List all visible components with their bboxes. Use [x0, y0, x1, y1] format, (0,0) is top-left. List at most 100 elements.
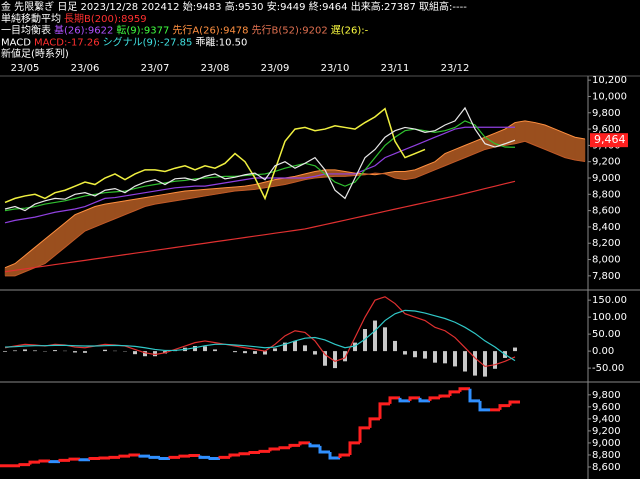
- histogram-bar: [203, 346, 207, 352]
- histogram-bar: [313, 351, 317, 355]
- cloud: [534, 122, 546, 150]
- cloud: [554, 128, 566, 158]
- histogram-bar: [143, 351, 147, 357]
- histogram-bar: [83, 351, 87, 353]
- step: [378, 402, 390, 419]
- header-text: 転(9):9377: [116, 25, 169, 37]
- histogram-bar: [363, 329, 367, 352]
- step: [148, 455, 160, 459]
- step: [358, 426, 370, 443]
- histogram-bar: [333, 351, 337, 369]
- series-line: [4, 126, 515, 224]
- histogram-bar: [473, 351, 477, 376]
- histogram-bar: [3, 351, 7, 352]
- histogram-bar: [483, 351, 487, 377]
- header-line: 金 先限繋ぎ 日足 2023/12/28 202412 始:9483 高:953…: [1, 0, 467, 13]
- step: [58, 458, 70, 462]
- series-line: [4, 107, 426, 204]
- histogram-bar: [413, 351, 417, 358]
- cloud: [574, 136, 586, 162]
- header-text: 先行B(52):9202: [252, 24, 328, 37]
- step: [18, 463, 30, 467]
- step: [498, 404, 510, 410]
- histogram-bar: [263, 351, 267, 355]
- step: [178, 454, 190, 458]
- histogram-bar: [513, 347, 517, 352]
- histogram-bar: [393, 340, 397, 352]
- y-tick-label: 9,400: [592, 414, 621, 425]
- step: [188, 454, 200, 458]
- step: [478, 400, 490, 412]
- step: [288, 443, 300, 448]
- step: [318, 445, 330, 454]
- histogram-bar: [433, 351, 437, 363]
- histogram-bar: [293, 340, 297, 352]
- step: [268, 447, 280, 452]
- cloud: [544, 124, 556, 154]
- histogram-bar: [103, 349, 107, 352]
- x-tick-label: 23/07: [141, 63, 170, 74]
- histogram-bar: [73, 351, 77, 353]
- last-price-box: [590, 133, 628, 148]
- series-line: [4, 309, 516, 362]
- y-tick-label: 9,000: [592, 173, 621, 184]
- step: [448, 390, 460, 397]
- header-text: 基(26):9622: [54, 24, 113, 37]
- header-text: 長期B(200):8959: [64, 13, 147, 25]
- histogram-bar: [283, 342, 287, 352]
- histogram-bar: [463, 351, 467, 372]
- step: [388, 396, 400, 404]
- header-text: MACD: [1, 37, 31, 48]
- y-tick-label: 10,000: [592, 91, 627, 102]
- step: [38, 459, 50, 463]
- y-tick-label: 8,000: [592, 255, 621, 266]
- y-tick-label: 7,800: [592, 271, 621, 282]
- histogram-bar: [33, 350, 37, 352]
- step: [238, 452, 250, 456]
- histogram-bar: [323, 351, 327, 366]
- header-text: シグナル(9):-27.85: [103, 35, 193, 48]
- x-tick-label: 23/10: [321, 63, 350, 74]
- x-tick-label: 23/08: [201, 63, 230, 74]
- x-tick-label: 23/09: [261, 63, 290, 74]
- histogram-bar: [343, 351, 347, 362]
- y-tick-label: 9,800: [592, 108, 621, 119]
- step: [468, 388, 480, 403]
- step: [308, 442, 320, 448]
- step: [68, 457, 80, 461]
- header-text: MACD:-17.26: [34, 37, 100, 48]
- y-tick-label: 8,800: [592, 189, 621, 200]
- histogram-bar: [273, 348, 277, 352]
- histogram-bar: [443, 351, 447, 364]
- step: [338, 453, 350, 458]
- y-tick-label: 10,200: [592, 75, 627, 86]
- histogram-bar: [423, 351, 427, 359]
- series-line: [4, 296, 516, 368]
- y-tick-label: 8,800: [592, 450, 621, 461]
- step: [298, 441, 310, 446]
- x-tick-label: 23/12: [441, 63, 470, 74]
- step: [158, 457, 170, 461]
- histogram-bar: [353, 342, 357, 352]
- header-text: 金 先限繋ぎ 日足 2023/12/28 202412 始:9483 高:953…: [1, 0, 467, 13]
- y-tick-label: 8,400: [592, 222, 621, 233]
- step: [98, 456, 110, 460]
- step: [88, 457, 100, 461]
- cloud: [514, 120, 526, 145]
- step: [428, 396, 440, 401]
- header-line: 単純移動平均 長期B(200):8959: [1, 12, 147, 25]
- step: [218, 455, 230, 459]
- y-tick-label: 8,600: [592, 206, 621, 217]
- header-line: 一目均衡表 基(26):9622 転(9):9377 先行A(26):9478 先行B(…: [1, 24, 369, 37]
- series-line: [5, 140, 586, 277]
- histogram-bar: [453, 351, 457, 367]
- step: [48, 460, 60, 464]
- series-line: [4, 120, 586, 269]
- y-tick-label: 8,200: [592, 238, 621, 249]
- histogram-bar: [193, 346, 197, 352]
- y-tick-label: 150.00: [592, 295, 627, 306]
- histogram-bar: [383, 327, 387, 352]
- y-tick-label: 9,200: [592, 157, 621, 168]
- y-tick-label: 0.00: [592, 346, 614, 357]
- header-text: 一目均衡表: [1, 24, 51, 37]
